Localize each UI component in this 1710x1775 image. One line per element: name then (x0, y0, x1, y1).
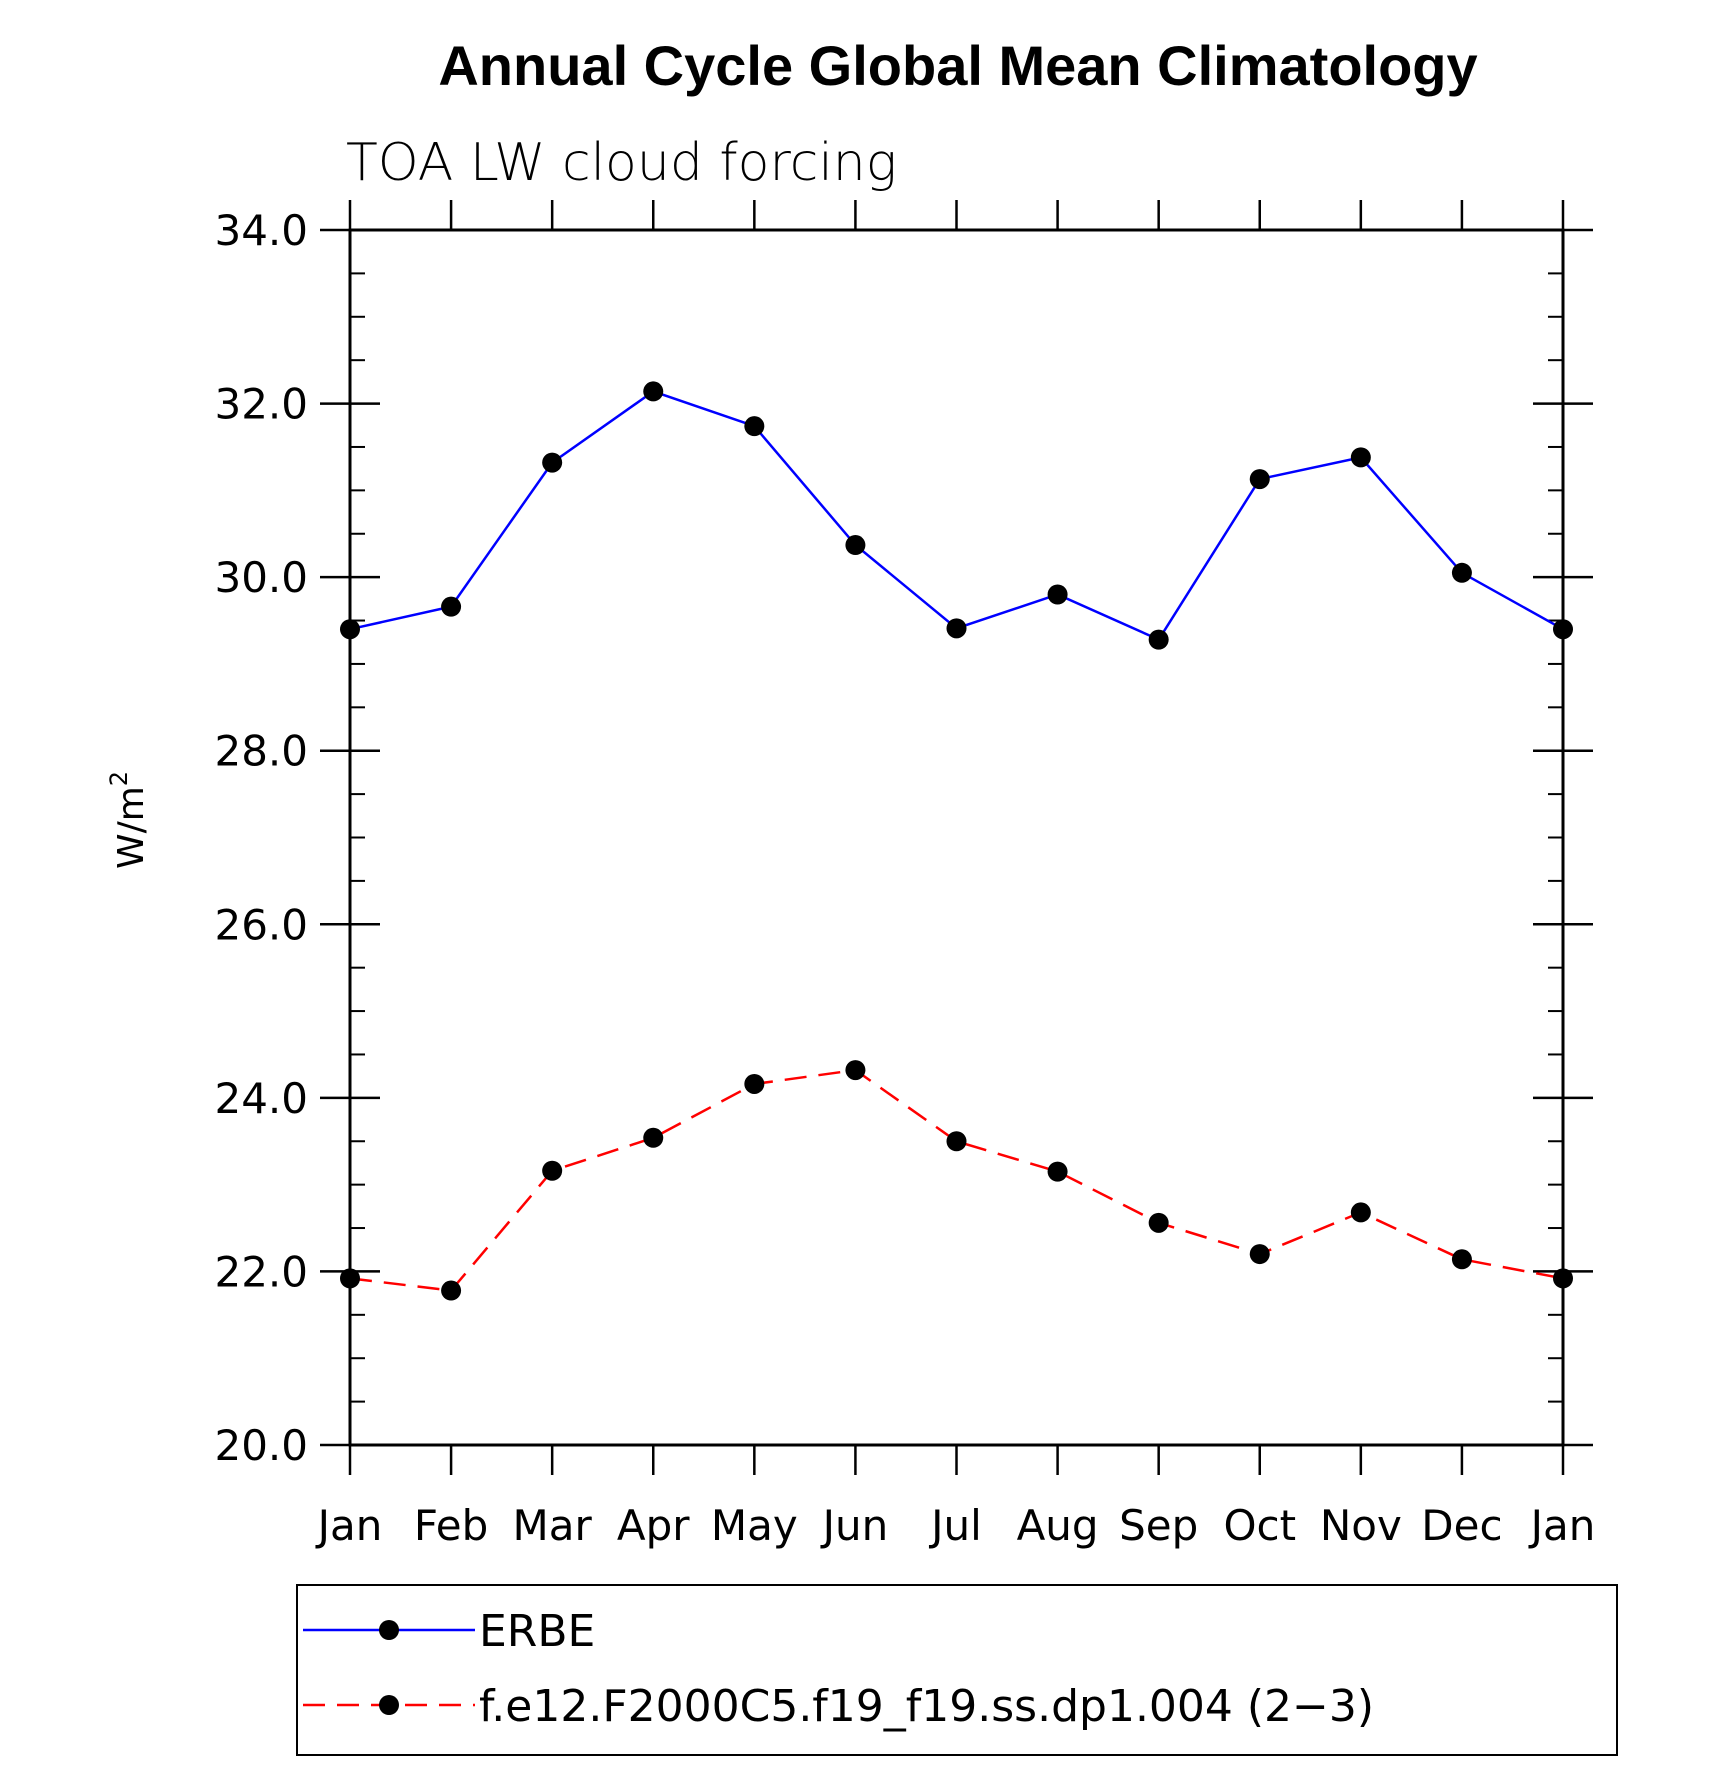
x-tick-label: May (711, 1501, 798, 1550)
series-layer (340, 381, 1573, 1301)
y-tick-label: 28.0 (214, 727, 308, 776)
x-tick-labels: Jan Feb Mar Apr May Jun Jul Aug Sep Oct Nov Dec Jan (315, 1501, 1596, 1550)
legend: ERBE f.e12.F2000C5.f19_f19.ss.dp1.004 (2… (296, 1584, 1618, 1756)
y-axis-label-superscript: 2 (105, 771, 133, 786)
plot-frame (348, 228, 1565, 1447)
series-0-point (1047, 584, 1068, 605)
y-tick-label: 32.0 (214, 380, 308, 429)
series-0-point (441, 596, 462, 617)
series-1-point (1148, 1212, 1169, 1233)
x-tick-label: Jun (820, 1501, 889, 1550)
chart-subtitle: TOA LW cloud forcing (346, 133, 897, 193)
series-0-point (643, 381, 664, 402)
x-tick-label: Dec (1421, 1501, 1502, 1550)
svg-text:W/m2: W/m2 (105, 771, 152, 869)
x-tick-label: Jan (1528, 1501, 1596, 1550)
legend-label-erbe: ERBE (479, 1606, 595, 1657)
series-0-point (845, 535, 866, 556)
y-tick-labels: 20.0 22.0 24.0 26.0 28.0 30.0 32.0 34.0 (214, 206, 308, 1470)
series-1-point (1047, 1161, 1068, 1182)
series-1-point (1553, 1268, 1573, 1289)
y-tick-label: 30.0 (214, 553, 308, 602)
series-0-point (1148, 629, 1169, 650)
series-1-point (441, 1280, 462, 1301)
series-1-point (1350, 1202, 1371, 1223)
series-line-1 (349, 1068, 1564, 1292)
y-axis-label: W/m2 (105, 771, 152, 869)
series-0-point (340, 619, 360, 640)
chart-title: Annual Cycle Global Mean Climatology (438, 34, 1477, 97)
x-tick-label: Jul (928, 1501, 982, 1550)
series-0-point (1553, 619, 1573, 640)
legend-marker-model (379, 1695, 399, 1715)
series-1-point (845, 1060, 866, 1081)
series-1-point (643, 1127, 664, 1148)
x-tick-label: Jan (315, 1501, 383, 1550)
x-tick-label: Apr (617, 1501, 690, 1550)
x-tick-label: Nov (1320, 1501, 1402, 1550)
y-axis-label-text: W/m (111, 786, 152, 869)
series-1-point (744, 1073, 765, 1094)
y-tick-label: 34.0 (214, 206, 308, 255)
series-0-point (1451, 562, 1472, 583)
x-tick-label: Mar (513, 1501, 593, 1550)
series-1-point (542, 1160, 563, 1181)
y-tick-label: 26.0 (214, 900, 308, 949)
x-tick-label: Feb (414, 1501, 488, 1550)
x-tick-label: Aug (1017, 1501, 1099, 1550)
series-line-0 (349, 390, 1564, 642)
series-0-point (1249, 469, 1270, 490)
legend-label-model: f.e12.F2000C5.f19_f19.ss.dp1.004 (2−3) (479, 1681, 1374, 1732)
series-0-point (542, 452, 563, 473)
y-tick-label: 24.0 (214, 1074, 308, 1123)
y-tick-label: 20.0 (214, 1421, 308, 1470)
x-tick-label: Oct (1223, 1501, 1296, 1550)
y-tick-label: 22.0 (214, 1247, 308, 1296)
series-1-point (1451, 1249, 1472, 1270)
series-0-point (946, 618, 967, 639)
legend-marker-erbe (379, 1620, 399, 1640)
series-1-point (340, 1268, 360, 1289)
series-0-point (1350, 447, 1371, 468)
legend-box (296, 1584, 1618, 1756)
axis-ticks (320, 200, 1593, 1475)
series-0-point (744, 416, 765, 437)
series-1-point (1249, 1244, 1270, 1265)
x-tick-label: Sep (1119, 1501, 1198, 1550)
series-1-point (946, 1131, 967, 1152)
